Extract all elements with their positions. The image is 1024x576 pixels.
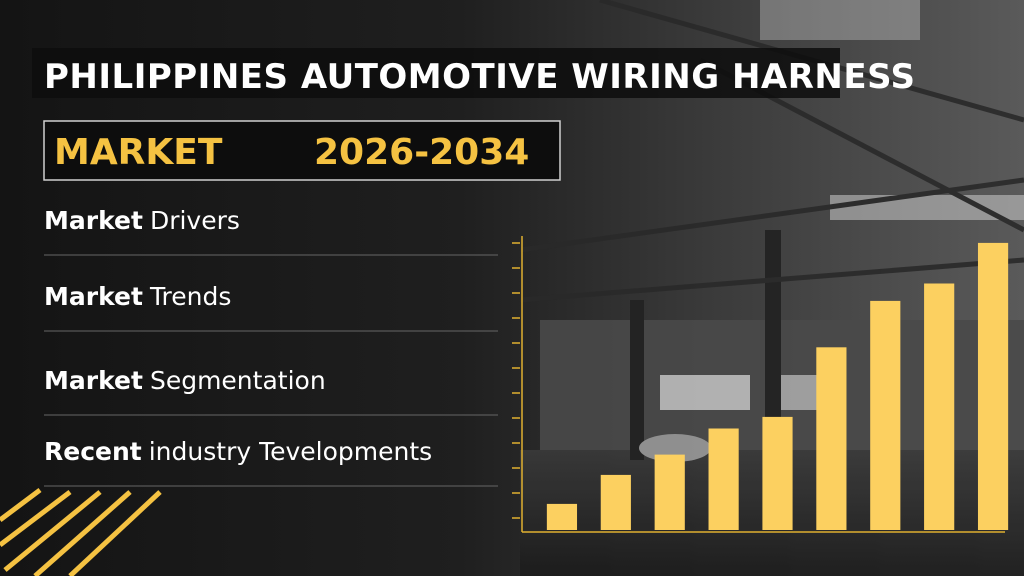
- bar: [977, 242, 1009, 530]
- item-bold: Market: [44, 282, 143, 311]
- bar: [762, 416, 793, 530]
- title-box: [32, 48, 840, 98]
- item-bold: Market: [44, 366, 143, 395]
- list-item: Market Drivers: [44, 206, 240, 235]
- bar: [654, 454, 685, 530]
- bar: [600, 474, 631, 530]
- chart: [512, 236, 1009, 533]
- period: 2026-2034: [314, 132, 529, 173]
- item-rest: industry Tevelopments: [149, 437, 432, 466]
- item-bold: Market: [44, 206, 143, 235]
- period-box: [43, 120, 561, 181]
- list-item: Market Segmentation: [44, 366, 326, 395]
- item-bold: Recent: [44, 437, 142, 466]
- bar: [546, 503, 578, 530]
- list-item: Recent industry Tevelopments: [44, 437, 432, 466]
- item-rest: Segmentation: [150, 366, 326, 395]
- title: PHILIPPINES AUTOMOTIVE WIRING HARNESS: [44, 57, 916, 97]
- stripes: [0, 488, 162, 576]
- list-item: Market Trends: [44, 282, 231, 311]
- bar: [870, 300, 901, 530]
- market-label: MARKET: [54, 132, 223, 173]
- item-rest: Trends: [149, 282, 231, 311]
- bar: [924, 283, 955, 530]
- bar: [816, 347, 847, 530]
- bar: [708, 428, 739, 530]
- item-rest: Drivers: [150, 206, 240, 235]
